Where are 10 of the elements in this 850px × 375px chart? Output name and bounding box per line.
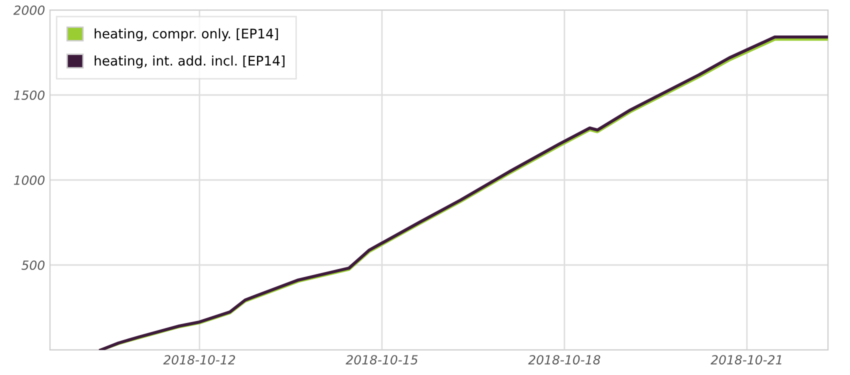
x-tick-label: 2018-10-12 <box>163 355 236 365</box>
x-tick-label: 2018-10-18 <box>528 355 600 365</box>
x-tick-label: 2018-10-21 <box>710 355 782 365</box>
y-tick-label: 1000 <box>14 175 45 185</box>
y-tick-label: 1500 <box>14 90 45 100</box>
x-tick-label: 2018-10-15 <box>346 355 418 365</box>
legend-label: heating, int. add. incl. [EP14] <box>94 55 284 68</box>
legend-label: heating, compr. only. [EP14] <box>94 28 278 42</box>
y-tick-label: 500 <box>22 260 45 270</box>
y-tick-label: 2000 <box>13 5 45 15</box>
